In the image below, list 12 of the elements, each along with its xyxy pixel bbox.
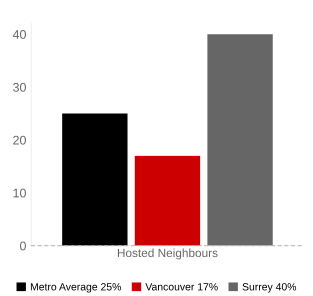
- bar: [62, 114, 128, 246]
- legend-label: Surrey 40%: [242, 283, 296, 293]
- legend-label: Metro Average 25%: [30, 283, 122, 293]
- x-tick-label: Hosted Neighbours: [118, 248, 218, 260]
- bar: [134, 156, 200, 246]
- y-tick-label: 30: [13, 82, 26, 92]
- bar: [207, 34, 273, 246]
- y-tick-label: 20: [13, 136, 26, 145]
- y-tick-label: 40: [12, 30, 26, 39]
- legend-label: Vancouver 17%: [145, 283, 218, 290]
- y-tick-label: 0: [20, 241, 26, 250]
- y-tick-label: 10: [13, 188, 26, 198]
